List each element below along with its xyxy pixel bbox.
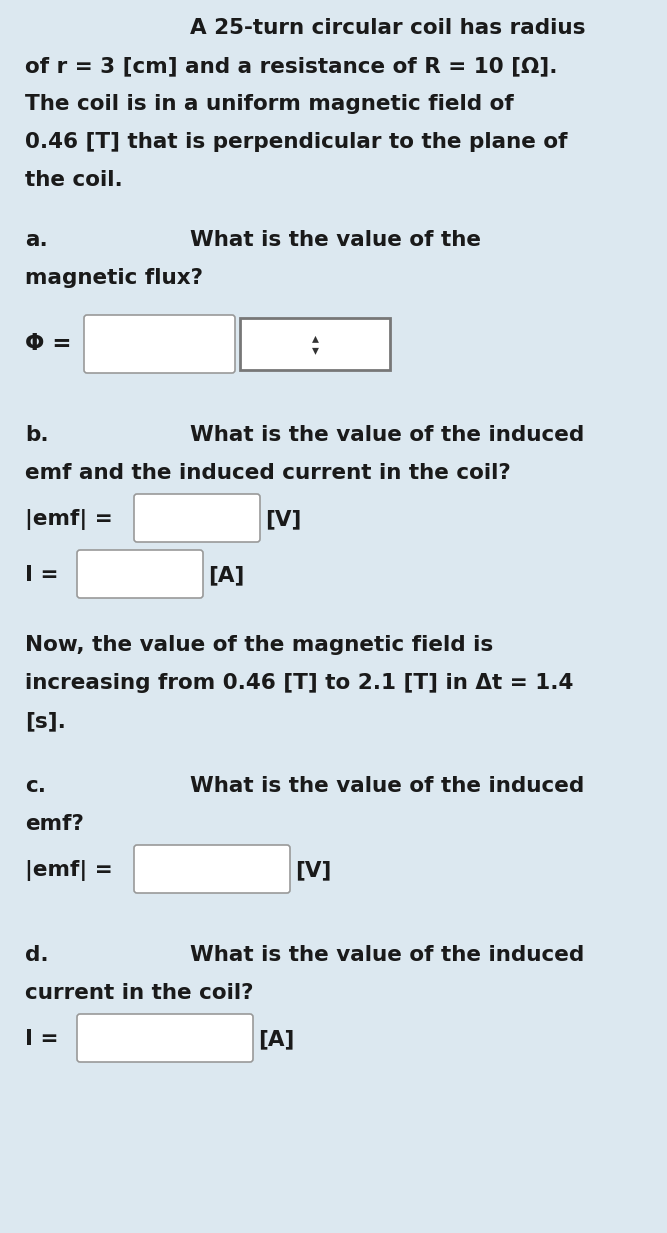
Text: Now, the value of the magnetic field is: Now, the value of the magnetic field is (25, 635, 494, 655)
FancyBboxPatch shape (77, 1014, 253, 1062)
Text: What is the value of the induced: What is the value of the induced (190, 425, 584, 445)
Text: c.: c. (25, 776, 46, 797)
Text: a.: a. (25, 231, 48, 250)
Text: 0.46 [T] that is perpendicular to the plane of: 0.46 [T] that is perpendicular to the pl… (25, 132, 568, 152)
Text: b.: b. (25, 425, 49, 445)
Text: I =: I = (25, 1030, 59, 1049)
Text: |emf| =: |emf| = (25, 509, 113, 530)
Text: [V]: [V] (295, 859, 331, 880)
FancyBboxPatch shape (134, 845, 290, 893)
Text: What is the value of the induced: What is the value of the induced (190, 944, 584, 965)
Text: Φ =: Φ = (25, 332, 71, 355)
Text: of r = 3 [cm] and a resistance of R = 10 [Ω].: of r = 3 [cm] and a resistance of R = 10… (25, 55, 558, 76)
Text: the coil.: the coil. (25, 170, 123, 190)
Text: The coil is in a uniform magnetic field of: The coil is in a uniform magnetic field … (25, 94, 514, 113)
Text: emf and the induced current in the coil?: emf and the induced current in the coil? (25, 464, 511, 483)
Text: magnetic flux?: magnetic flux? (25, 268, 203, 289)
FancyBboxPatch shape (77, 550, 203, 598)
Text: emf?: emf? (25, 814, 84, 834)
Text: ▴
▾: ▴ ▾ (311, 332, 319, 356)
Text: [A]: [A] (258, 1030, 294, 1049)
Text: I =: I = (25, 565, 59, 584)
Text: [s].: [s]. (25, 711, 66, 731)
Text: |emf| =: |emf| = (25, 859, 113, 882)
FancyBboxPatch shape (134, 494, 260, 543)
FancyBboxPatch shape (240, 318, 390, 370)
Text: increasing from 0.46 [T] to 2.1 [T] in Δt = 1.4: increasing from 0.46 [T] to 2.1 [T] in Δ… (25, 673, 574, 693)
Text: What is the value of the induced: What is the value of the induced (190, 776, 584, 797)
Text: current in the coil?: current in the coil? (25, 983, 253, 1002)
FancyBboxPatch shape (84, 314, 235, 374)
Text: A 25-turn circular coil has radius: A 25-turn circular coil has radius (190, 18, 586, 38)
Text: [A]: [A] (208, 565, 244, 584)
Text: d.: d. (25, 944, 49, 965)
Text: What is the value of the: What is the value of the (190, 231, 481, 250)
Text: [V]: [V] (265, 509, 301, 529)
